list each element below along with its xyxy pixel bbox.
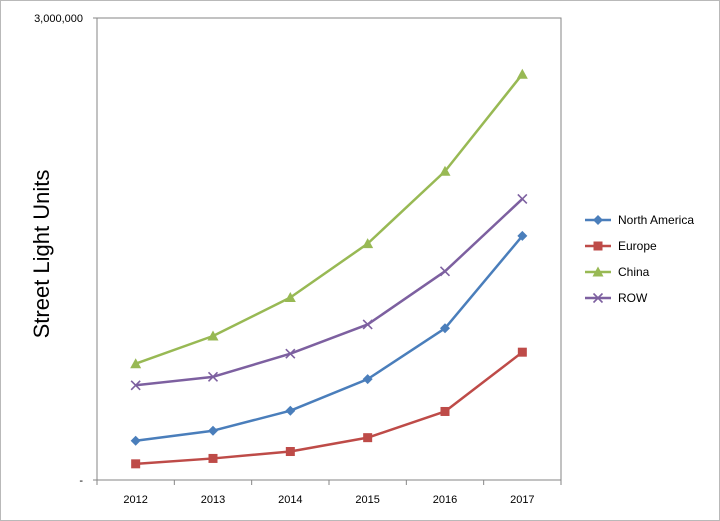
series-china [130, 68, 528, 369]
x-tick-label: 2016 [433, 494, 457, 506]
x-tick-label: 2014 [278, 494, 302, 506]
series-line [135, 235, 524, 442]
data-point [130, 435, 141, 446]
data-point [517, 347, 527, 357]
legend-label: North America [618, 213, 694, 227]
data-point [362, 319, 373, 330]
series-line [135, 351, 524, 466]
legend-item: North America [585, 213, 694, 227]
data-point [130, 358, 142, 369]
data-point [285, 447, 295, 457]
y-axis-ticks: - 3,000,000 [34, 13, 97, 487]
x-tick-label: 2017 [510, 494, 534, 506]
y-axis-label: Street Light Units [29, 170, 54, 339]
data-point [208, 453, 218, 463]
x-tick-label: 2013 [201, 494, 225, 506]
series-layer [130, 68, 528, 469]
data-point [131, 459, 141, 469]
data-point [440, 406, 450, 416]
legend-marker [592, 266, 604, 277]
plot-area [96, 17, 562, 481]
data-point [440, 323, 450, 334]
data-point [516, 68, 528, 79]
y-tick-label: 3,000,000 [34, 13, 83, 25]
series-line [135, 73, 524, 365]
legend-label: ROW [618, 291, 648, 305]
data-point [362, 374, 373, 385]
legend-marker [593, 215, 603, 225]
series-europe [131, 347, 527, 469]
series-line [135, 198, 524, 387]
legend-label: Europe [618, 239, 657, 253]
data-point [130, 380, 141, 391]
data-point [362, 238, 374, 249]
legend-marker [592, 292, 604, 304]
data-point [285, 405, 296, 416]
legend-label: China [618, 265, 650, 279]
data-point [207, 371, 219, 382]
series-north-america [130, 230, 528, 446]
series-row [130, 193, 528, 391]
legend-marker [593, 241, 603, 251]
legend-item: China [585, 265, 650, 279]
data-point [363, 433, 373, 443]
x-tick-label: 2015 [355, 494, 379, 506]
data-point [285, 348, 296, 359]
legend-item: ROW [585, 291, 648, 305]
data-point [517, 193, 528, 205]
x-axis-ticks: 2012 2013 2014 2015 2016 2017 [96, 480, 562, 506]
x-tick-label: 2012 [123, 494, 147, 506]
y-tick-label: - [79, 475, 83, 487]
data-point [517, 230, 528, 241]
data-point [439, 165, 451, 176]
data-point [207, 330, 219, 341]
legend: North America Europe China ROW [585, 213, 694, 305]
data-point [208, 425, 218, 436]
data-point [439, 266, 451, 277]
data-point [284, 292, 296, 303]
legend-item: Europe [585, 239, 657, 253]
